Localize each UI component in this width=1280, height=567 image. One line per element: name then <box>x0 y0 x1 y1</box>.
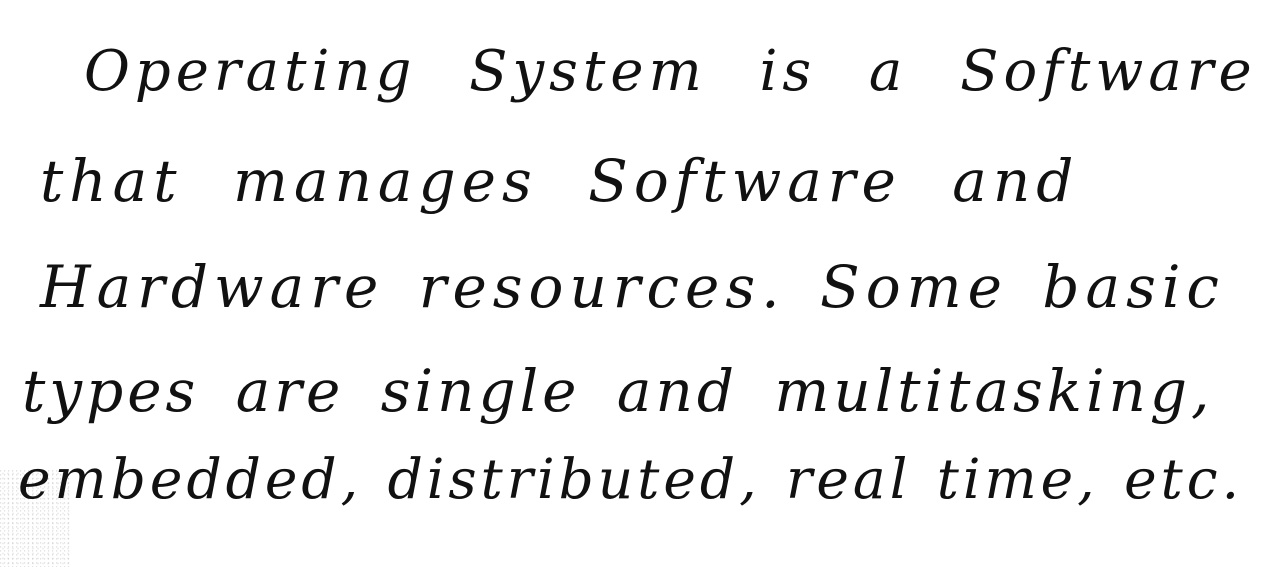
note-line-2: that manages Software and <box>40 147 1080 215</box>
note-line-3: Hardware resources. Some basic <box>40 253 1225 321</box>
note-line-5: embedded, distributed, real time, etc. <box>18 447 1244 511</box>
note-line-4: types are single and multitasking, <box>22 357 1214 425</box>
scan-noise <box>0 470 70 567</box>
note-line-1: Operating System is a Software <box>84 39 1257 104</box>
